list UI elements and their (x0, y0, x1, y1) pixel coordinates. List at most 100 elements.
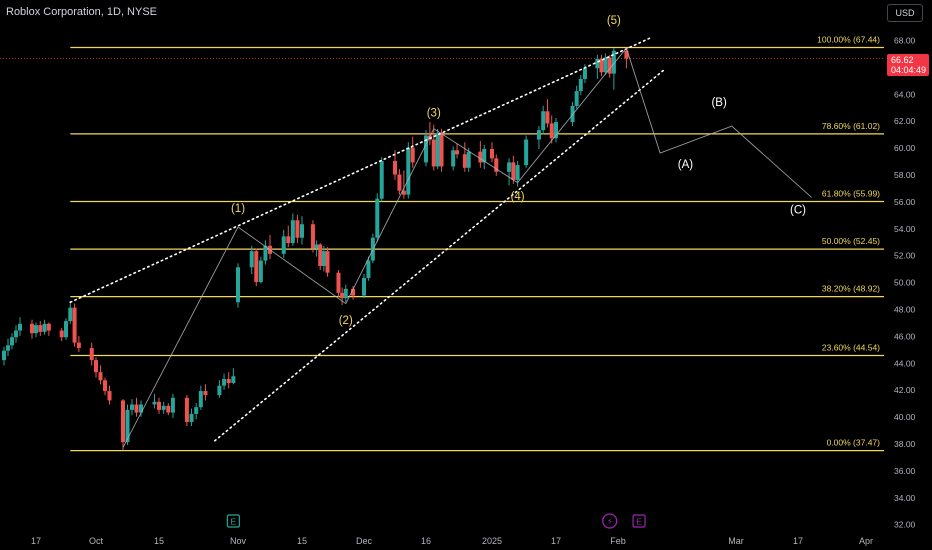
candle-body (184, 397, 189, 422)
last-price: 66.62 (891, 55, 914, 65)
candle-body (603, 57, 608, 73)
candle-body (599, 58, 604, 73)
x-tick-label: Oct (89, 536, 104, 546)
y-tick-label: 52.00 (894, 251, 916, 261)
candle-body (68, 307, 73, 322)
candle-body (42, 323, 47, 332)
y-tick-label: 48.00 (894, 305, 916, 315)
wave-label: (3) (427, 108, 441, 120)
x-tick-label: Dec (356, 536, 373, 546)
candle-body (406, 147, 411, 195)
last-price-tag: 66.62 04:04:49 (887, 54, 929, 76)
y-tick-label: 32.00 (894, 520, 916, 530)
candle-body (98, 372, 103, 381)
candle-body (263, 245, 268, 261)
candle-body (64, 321, 68, 338)
fib-level-label: 38.20% (48.92) (822, 284, 880, 294)
candle-body (451, 150, 456, 167)
candle-body (30, 323, 34, 334)
candle-body (511, 162, 516, 180)
candle-body (536, 130, 541, 140)
candle-body (478, 151, 483, 163)
candle-body (462, 154, 467, 168)
candle-body (431, 139, 436, 167)
y-tick-label: 68.00 (894, 36, 916, 46)
candle-body (321, 251, 326, 266)
channel-lower-line (213, 68, 666, 442)
candle-body (494, 158, 499, 172)
candle-body (582, 68, 587, 80)
candle-body (325, 251, 330, 273)
candle-body (161, 405, 166, 410)
x-tick-label: 16 (421, 536, 431, 546)
candle-body (439, 132, 444, 167)
candle-body (198, 391, 203, 408)
x-tick-label: 17 (551, 536, 561, 546)
candle-body (226, 378, 231, 383)
chart-title: Roblox Corporation, 1D, NYSE (6, 6, 158, 18)
earnings-marker-label: E (231, 517, 237, 527)
candle-body (157, 401, 161, 410)
candle-body (435, 132, 440, 167)
fib-level-label: 50.00% (52.45) (822, 236, 880, 246)
candle-body (578, 79, 583, 92)
earnings-marker-label: E (636, 517, 642, 527)
candle-body (249, 251, 254, 268)
candle-body (300, 224, 304, 238)
wave-label: (4) (511, 191, 525, 203)
x-tick-label: 17 (793, 536, 803, 546)
wave-label: (B) (711, 97, 727, 109)
candle-body (76, 342, 81, 349)
candle-body (236, 267, 240, 303)
currency-button[interactable]: USD (887, 4, 923, 22)
fib-level-label: 0.00% (37.47) (827, 438, 881, 448)
y-tick-label: 46.00 (894, 331, 916, 341)
candle-body (611, 50, 616, 74)
earnings-marker-icon (632, 514, 646, 528)
candle-body (545, 111, 550, 124)
candle-body (375, 198, 380, 238)
candle-body (295, 220, 300, 238)
wave-label: (1) (231, 203, 245, 215)
candle-body (466, 151, 471, 168)
candle-body (482, 148, 487, 163)
candle-body (310, 224, 315, 249)
x-tick-label: 17 (31, 536, 41, 546)
candle-body (10, 337, 14, 346)
fib-level-label: 23.60% (44.54) (822, 343, 880, 353)
candle-body (397, 174, 402, 191)
candle-body (194, 407, 199, 414)
candle-body (166, 405, 171, 413)
x-tick-label: Mar (728, 536, 744, 546)
candle-body (38, 325, 43, 332)
candle-body (18, 323, 22, 331)
candle-body (410, 147, 415, 163)
y-tick-label: 50.00 (894, 278, 916, 288)
candle-body (515, 165, 520, 180)
y-tick-label: 36.00 (894, 466, 916, 476)
candle-body (607, 57, 612, 74)
candle-body (343, 288, 348, 299)
candle-body (336, 272, 341, 293)
candle-body (231, 376, 236, 383)
candle-body (121, 400, 125, 443)
split-marker-label: ⚡ (607, 518, 613, 528)
wave-label: (5) (607, 15, 621, 27)
wave-label: (2) (339, 315, 353, 327)
candle-body (318, 244, 323, 266)
fib-level-label: 78.60% (61.02) (822, 121, 880, 131)
candle-body (624, 50, 629, 59)
x-tick-label: Feb (610, 536, 626, 546)
candle-body (258, 260, 263, 283)
candle-body (6, 345, 10, 351)
candle-body (254, 251, 259, 283)
candle-body (393, 161, 397, 175)
channel-upper-line (69, 36, 653, 304)
y-tick-label: 58.00 (894, 170, 916, 180)
candle-body (595, 58, 600, 69)
candle-body (170, 397, 175, 413)
y-tick-label: 40.00 (894, 412, 916, 422)
candle-body (134, 404, 139, 413)
